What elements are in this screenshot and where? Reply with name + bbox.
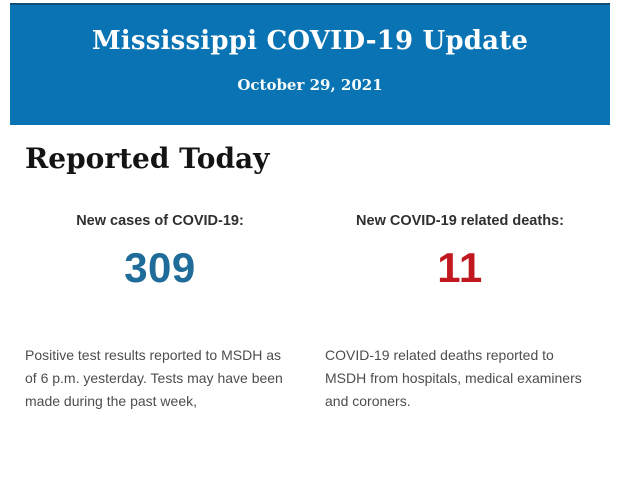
main-content: Reported Today New cases of COVID-19: 30… bbox=[0, 142, 620, 413]
stat-card-deaths: New COVID-19 related deaths: 11 COVID-19… bbox=[325, 212, 595, 413]
stats-grid: New cases of COVID-19: 309 Positive test… bbox=[25, 212, 595, 413]
banner-date: October 29, 2021 bbox=[237, 76, 383, 94]
stat-value-new-cases: 309 bbox=[124, 244, 196, 291]
stat-value-deaths: 11 bbox=[437, 244, 483, 291]
header-banner: Mississippi COVID-19 Update October 29, … bbox=[10, 3, 610, 125]
banner-title: Mississippi COVID-19 Update bbox=[91, 26, 529, 56]
page-title: Reported Today bbox=[25, 142, 270, 175]
stat-card-new-cases: New cases of COVID-19: 309 Positive test… bbox=[25, 212, 295, 413]
covid-update-page: Mississippi COVID-19 Update October 29, … bbox=[0, 3, 620, 483]
stat-description-new-cases: Positive test results reported to MSDH a… bbox=[25, 347, 283, 409]
stat-label-deaths: New COVID-19 related deaths: bbox=[356, 213, 564, 229]
stat-label-new-cases: New cases of COVID-19: bbox=[76, 213, 244, 229]
stat-description-deaths: COVID-19 related deaths reported to MSDH… bbox=[325, 347, 582, 409]
